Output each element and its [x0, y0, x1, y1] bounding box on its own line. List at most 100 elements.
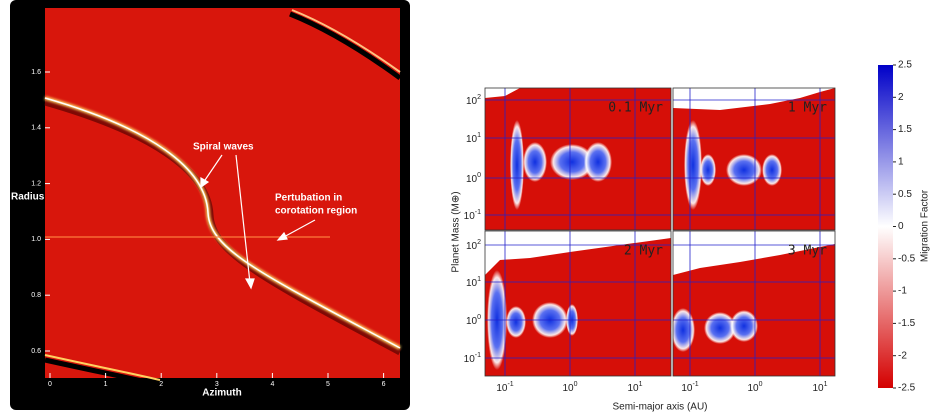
map-panel: 1 Myr [672, 87, 836, 231]
colorbar-tick-label: -1 [898, 286, 907, 297]
colorbar-tick-label: 1.5 [898, 124, 912, 135]
tick-base: 10 [466, 174, 478, 185]
x-tick-label: 6 [382, 381, 386, 388]
migration-region [762, 154, 782, 186]
no-data-region [673, 88, 835, 110]
colorbar-tick-label: -2 [898, 350, 907, 361]
panel-label: 3 Myr [788, 244, 827, 259]
panel-border [484, 230, 672, 377]
x-axis-label: Azimuth [202, 388, 241, 399]
panel-label: 2 Myr [624, 244, 663, 259]
tick-base: 10 [747, 383, 759, 394]
migration-region [726, 154, 762, 186]
colorbar-tick-label: 1 [898, 157, 904, 168]
migration-region [671, 308, 695, 352]
y-tick-label: 1.0 [31, 236, 41, 243]
no-data-region [673, 231, 835, 275]
migration-region [730, 310, 758, 342]
colorbar-tick-label: -0.5 [898, 253, 916, 264]
migration-region [700, 154, 716, 186]
migration-region [684, 120, 702, 210]
no-data-region [485, 231, 671, 275]
tick-label: 100 [747, 381, 762, 394]
tick-exponent: 1 [477, 132, 481, 139]
annotation: Pertubation in [275, 193, 342, 204]
tick-exponent: 2 [477, 239, 481, 246]
tick-label: 100 [466, 314, 481, 327]
migration-region [584, 142, 612, 182]
colorbar-tick-label: 2.5 [898, 60, 912, 71]
tick-base: 10 [466, 96, 478, 107]
panel-border [672, 87, 836, 231]
panel-label: 0.1 Myr [608, 101, 663, 116]
colorbar-tick-label: 0.5 [898, 189, 912, 200]
tick-base: 10 [562, 383, 574, 394]
tick-label: 10-1 [464, 209, 481, 222]
tick-exponent: 1 [824, 381, 828, 388]
y-axis-label: Planet Mass (M⊕) [451, 191, 462, 272]
y-tick-label: 1.6 [31, 69, 41, 76]
tick-base: 10 [496, 383, 508, 394]
tick-label: 101 [812, 381, 827, 394]
x-tick-label: 1 [104, 381, 108, 388]
y-tick-label: 1.2 [31, 180, 41, 187]
tick-label: 10-1 [681, 381, 698, 394]
tick-exponent: 1 [477, 276, 481, 283]
tick-base: 10 [466, 241, 478, 252]
tick-base: 10 [466, 134, 478, 145]
colorbar-label: Migration Factor [920, 189, 930, 262]
no-data-region [485, 88, 671, 98]
tick-exponent: -1 [507, 381, 513, 388]
tick-base: 10 [812, 383, 824, 394]
x-tick-label: 5 [326, 381, 330, 388]
y-axis-label: Radius [11, 192, 45, 203]
tick-label: 101 [466, 276, 481, 289]
tick-label: 10-1 [464, 352, 481, 365]
tick-exponent: 1 [639, 381, 643, 388]
y-tick-label: 0.8 [31, 292, 41, 299]
tick-exponent: 0 [477, 172, 481, 179]
annotation: Spiral waves [193, 142, 254, 153]
tick-exponent: 2 [477, 94, 481, 101]
tick-label: 102 [466, 94, 481, 107]
tick-base: 10 [627, 383, 639, 394]
tick-base: 10 [464, 211, 476, 222]
tick-exponent: 0 [574, 381, 578, 388]
colorbar-tick-label: -2.5 [898, 383, 916, 394]
y-tick-label: 0.6 [31, 348, 41, 355]
tick-base: 10 [466, 278, 478, 289]
migration-region [506, 306, 526, 338]
tick-label: 100 [562, 381, 577, 394]
x-tick-label: 2 [159, 381, 163, 388]
x-tick-label: 0 [48, 381, 52, 388]
tick-base: 10 [681, 383, 693, 394]
tick-base: 10 [464, 354, 476, 365]
annotation-arrows [200, 154, 316, 290]
colorbar-tick-label: 2 [898, 92, 904, 103]
annotation: corotation region [275, 206, 357, 217]
migration-region [523, 142, 547, 182]
tick-label: 100 [466, 172, 481, 185]
tick-base: 10 [466, 316, 478, 327]
colorbar-tick-label: 0 [898, 221, 904, 232]
tick-exponent: -1 [692, 381, 698, 388]
y-tick-label: 1.4 [31, 125, 41, 132]
x-tick-label: 4 [270, 381, 274, 388]
migration-region [550, 144, 594, 180]
colorbar [878, 65, 893, 388]
tick-exponent: -1 [475, 352, 481, 359]
tick-exponent: 0 [477, 314, 481, 321]
x-axis-label: Semi-major axis (AU) [612, 402, 707, 413]
tick-exponent: -1 [475, 209, 481, 216]
panel-border [484, 87, 672, 231]
tick-label: 10-1 [496, 381, 513, 394]
migration-region [510, 120, 524, 210]
panel-label: 1 Myr [788, 101, 827, 116]
x-tick-label: 3 [215, 381, 219, 388]
tick-exponent: 0 [759, 381, 763, 388]
tick-label: 101 [627, 381, 642, 394]
